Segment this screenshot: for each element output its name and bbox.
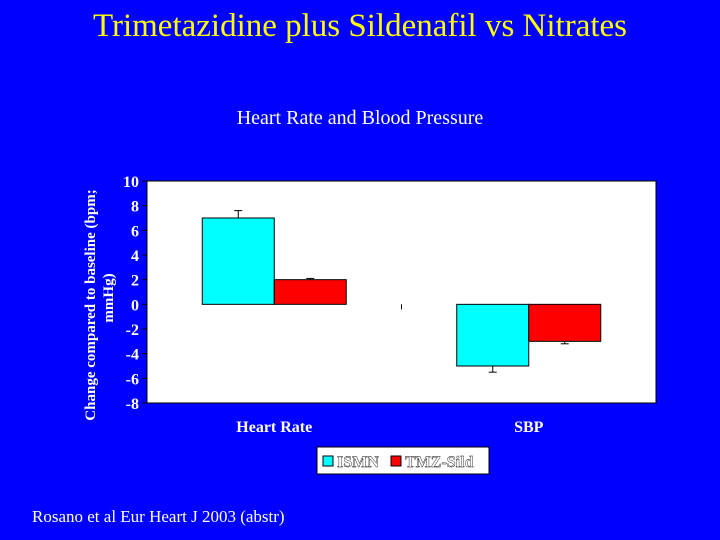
- y-tick-label: 8: [131, 199, 139, 216]
- bar-chart: Change compared to baseline (bpm; mmHg) 1…: [83, 174, 657, 475]
- y-tick-label: 6: [131, 223, 139, 240]
- y-axis-label-line-2: mmHg): [101, 273, 117, 322]
- y-tick-label: 10: [123, 174, 139, 191]
- x-category-label: Heart Rate: [236, 419, 312, 436]
- y-axis-label-line-1: Change compared to baseline (bpm;: [83, 189, 99, 420]
- chart-title: Heart Rate and Blood Pressure: [236, 107, 484, 129]
- legend: ISMN TMZ-Sild: [316, 446, 490, 475]
- bar-ismn-sbp: [456, 303, 530, 367]
- bar-ismn-heart-rate: [201, 217, 275, 305]
- y-tick-label: 2: [131, 273, 139, 290]
- x-category-label: SBP: [514, 419, 544, 436]
- y-axis: 10 8 6 4 2 0 -2 -4 -6 -8: [123, 174, 147, 413]
- y-tick-label: -2: [126, 322, 139, 339]
- legend-swatch-tmz-sild: [390, 455, 402, 467]
- y-axis-label: Change compared to baseline (bpm; mmHg): [83, 189, 117, 420]
- y-tick-label: 4: [131, 248, 139, 265]
- y-tick-label: -6: [126, 371, 139, 388]
- legend-label: TMZ-Sild: [405, 454, 474, 471]
- bar-tmz-sild-sbp: [528, 303, 602, 342]
- y-tick-label: -8: [126, 396, 139, 413]
- bars: [201, 210, 602, 373]
- y-tick-label: -4: [126, 347, 139, 364]
- source-footer: Rosano et al Eur Heart J 2003 (abstr): [32, 507, 285, 526]
- bar-tmz-sild-heart-rate: [273, 279, 347, 305]
- legend-box: [316, 446, 490, 475]
- slide-title: Trimetazidine plus Sildenafil vs Nitrate…: [92, 8, 628, 44]
- y-tick-label: 0: [131, 297, 139, 314]
- legend-swatch-ismn: [322, 455, 334, 467]
- legend-label: ISMN: [337, 454, 379, 471]
- x-axis-labels: Heart Rate SBP: [236, 419, 543, 436]
